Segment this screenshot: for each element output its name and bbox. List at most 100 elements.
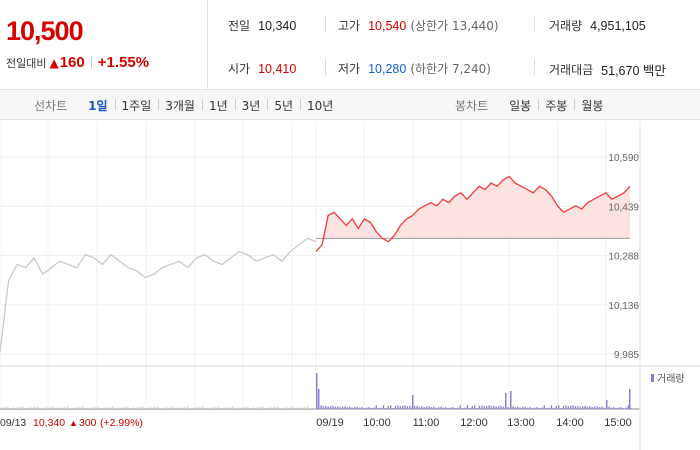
volume-bar: [495, 406, 497, 409]
volume-bar: [94, 406, 96, 409]
volume-bar: [344, 406, 346, 409]
volume-bar: [37, 406, 39, 409]
volume-bar: [478, 405, 481, 410]
volume-bar: [169, 406, 171, 409]
volume-legend-swatch: [651, 374, 654, 382]
volume-bar: [610, 407, 613, 409]
volume-bar: [594, 406, 596, 409]
volume-bar: [330, 406, 332, 409]
volume-bar: [190, 408, 192, 409]
volume-bar: [608, 406, 610, 409]
tab-3m[interactable]: 3개월: [158, 97, 202, 114]
volume-bar: [536, 407, 538, 409]
stat-label: 저가: [338, 62, 361, 76]
volume-bar: [397, 405, 399, 409]
volume-bar: [378, 408, 380, 409]
volume-bar: [373, 407, 375, 409]
volume-bar: [591, 407, 593, 409]
volume-bar: [630, 408, 632, 409]
volume-bar: [622, 408, 625, 409]
volume-bar: [79, 406, 81, 409]
volume-bar: [435, 407, 437, 409]
today-series-line: [315, 175, 631, 252]
today-area-fill: [316, 176, 630, 239]
y-tick-label: 10,136: [608, 301, 639, 312]
volume-bars: [1, 373, 632, 410]
volume-bar: [399, 406, 401, 409]
y-tick-label: 9,985: [614, 350, 639, 361]
volume-bar: [361, 407, 363, 409]
line-chart-tabs: 선차트 1일 1주일 3개월 1년 3년 5년 10년: [34, 90, 340, 120]
volume-bar: [199, 406, 201, 409]
volume-bar: [483, 406, 485, 409]
volume-bar: [404, 405, 406, 409]
volume-bar: [121, 407, 123, 409]
volume-bar: [498, 406, 500, 409]
tab-3y[interactable]: 3년: [234, 97, 268, 114]
volume-bar: [193, 407, 195, 409]
volume-bar: [629, 389, 631, 409]
volume-bar: [457, 407, 459, 409]
stat-label: 시가: [228, 62, 251, 76]
up-arrow-icon: ▲: [49, 55, 59, 70]
volume-bar: [493, 405, 495, 410]
volume-bar: [366, 407, 368, 409]
volume-bar: [418, 406, 421, 409]
volume-bar: [553, 408, 555, 409]
volume-bar: [574, 406, 577, 409]
stat-value: 10,340: [258, 18, 297, 33]
tab-monthly-candle[interactable]: 월봉: [574, 97, 610, 114]
volume-bar: [67, 406, 69, 409]
x-tick-label: 09/19: [316, 417, 344, 429]
volume-bar: [354, 407, 356, 409]
volume-bar: [73, 407, 75, 409]
tab-10y[interactable]: 10년: [300, 97, 340, 114]
x-tick-label: 15:00: [604, 417, 632, 429]
tab-daily-candle[interactable]: 일봉: [509, 98, 532, 113]
volume-bar: [358, 407, 361, 409]
tab-5y[interactable]: 5년: [267, 97, 300, 114]
x-tick-label: 11:00: [413, 417, 440, 429]
x-tick-label: 13:00: [507, 417, 535, 429]
divider: [325, 16, 326, 32]
prev-day-close: 10,340: [33, 417, 65, 429]
stat-label: 거래량: [549, 19, 583, 33]
volume-bar: [4, 406, 6, 409]
volume-bar: [247, 406, 249, 409]
tab-1w[interactable]: 1주일: [114, 97, 159, 114]
volume-bar: [163, 407, 165, 409]
volume-bar: [250, 408, 252, 409]
volume-bar: [187, 406, 189, 409]
volume-bar: [166, 407, 168, 409]
volume-bar: [392, 408, 394, 409]
stat-prev-close: 전일 10,340: [228, 17, 296, 34]
tab-weekly-candle[interactable]: 주봉: [538, 97, 574, 114]
volume-bar: [351, 407, 353, 409]
volume-bar: [613, 407, 615, 409]
volume-bar: [235, 408, 237, 409]
volume-bar: [262, 406, 264, 409]
volume-bar: [118, 407, 120, 409]
volume-bar: [106, 407, 108, 409]
volume-bar: [196, 407, 198, 409]
volume-bar: [208, 407, 210, 409]
volume-bar: [570, 405, 572, 410]
stat-value: 10,540: [368, 18, 407, 33]
volume-bar: [100, 408, 102, 409]
volume-bar: [232, 406, 234, 409]
tab-1y[interactable]: 1년: [201, 97, 235, 114]
tab-1d[interactable]: 1일: [88, 98, 108, 113]
volume-bar: [142, 406, 144, 409]
volume-bar: [307, 406, 309, 409]
volume-bar: [464, 407, 466, 409]
volume-bar: [34, 406, 36, 409]
volume-bar: [601, 406, 603, 409]
volume-bar: [510, 391, 512, 409]
volume-bar: [625, 407, 627, 409]
volume-bar: [565, 405, 567, 409]
x-tick-label: 10:00: [363, 417, 391, 429]
price-chart: 10,590 10,439 10,288 10,136 9,985 거래량 09/19 1…: [0, 121, 700, 450]
volume-bar: [471, 405, 473, 410]
volume-bar: [438, 407, 440, 409]
chart-period-tabs: 선차트 1일 1주일 3개월 1년 3년 5년 10년 봉차트 일봉 주봉 월봉: [0, 90, 700, 120]
